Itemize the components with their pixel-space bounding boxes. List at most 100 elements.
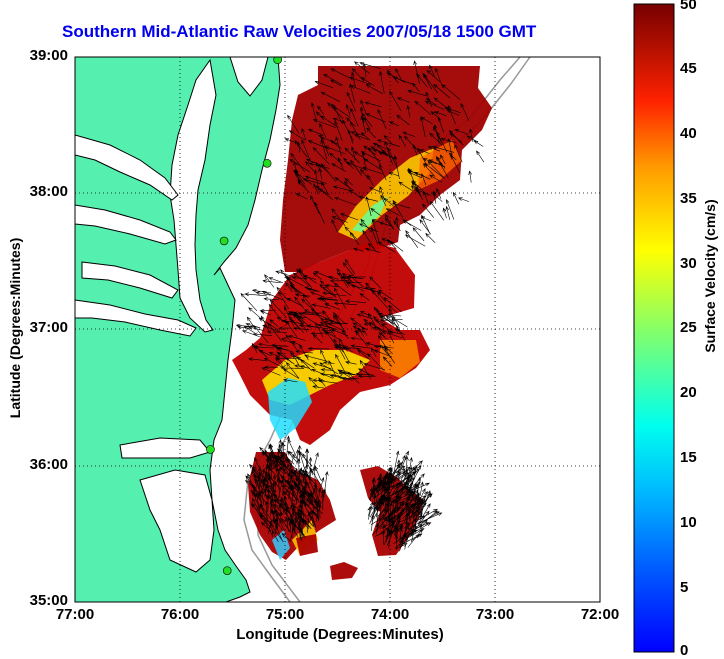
velocity-arrow	[445, 205, 451, 220]
velocity-arrow	[350, 85, 371, 94]
velocity-arrow	[406, 104, 411, 118]
velocity-arrow	[287, 450, 298, 464]
velocity-arrow	[377, 334, 388, 350]
velocity-arrow	[285, 276, 304, 287]
velocity-arrow	[292, 326, 310, 331]
velocity-arrow	[388, 330, 401, 335]
velocity-arrow	[422, 163, 436, 178]
velocity-arrow	[362, 229, 376, 251]
velocity-arrow	[275, 354, 283, 364]
velocity-arrow	[360, 218, 372, 233]
velocity-arrow	[384, 477, 393, 492]
colorbar-tick: 20	[680, 384, 697, 401]
velocity-arrow	[434, 111, 447, 117]
velocity-arrow	[409, 502, 416, 523]
velocity-arrow	[286, 472, 291, 485]
velocity-arrow	[367, 174, 374, 187]
velocity-arrow	[283, 305, 295, 327]
velocity-arrow	[383, 297, 402, 313]
velocity-arrow	[422, 203, 435, 218]
velocity-arrow	[323, 471, 329, 496]
velocity-arrow	[399, 527, 403, 539]
chart-title: Southern Mid-Atlantic Raw Velocities 200…	[62, 22, 537, 41]
velocity-arrow	[320, 317, 336, 337]
velocity-arrow	[330, 139, 342, 149]
velocity-arrow	[414, 473, 425, 485]
velocity-arrow	[259, 308, 276, 313]
velocity-arrow	[266, 493, 270, 509]
velocity-arrow	[473, 140, 484, 147]
velocity-arrow	[271, 530, 279, 543]
velocity-arrow	[363, 318, 376, 331]
velocity-arrow	[414, 100, 432, 116]
pamlico-sound	[139, 469, 215, 573]
velocity-arrow	[436, 131, 448, 153]
velocity-arrow	[379, 516, 387, 530]
velocity-arrow	[368, 147, 382, 166]
velocity-arrow	[318, 377, 326, 387]
velocity-arrow	[393, 450, 400, 474]
velocity-arrow	[312, 378, 325, 383]
velocity-arrow	[405, 230, 419, 248]
velocity-arrow	[313, 506, 324, 515]
velocity-arrow	[292, 313, 304, 325]
velocity-arrow	[379, 482, 401, 492]
velocity-arrow	[420, 216, 432, 222]
velocity-arrow	[390, 502, 405, 516]
velocity-arrow	[295, 193, 308, 200]
velocity-arrow	[379, 473, 393, 481]
velocity-arrow	[388, 515, 394, 537]
velocity-arrow	[260, 522, 272, 532]
velocity-arrow	[408, 167, 418, 190]
velocity-arrow	[288, 130, 306, 141]
velocity-arrow	[395, 543, 408, 549]
velocity-arrow	[297, 141, 301, 153]
velocity-arrow	[374, 531, 386, 537]
velocity-arrow	[331, 163, 347, 172]
velocity-arrow	[317, 105, 325, 116]
velocity-arrow	[279, 466, 293, 479]
velocity-arrow	[333, 301, 357, 306]
velocity-arrow	[291, 340, 303, 347]
velocity-arrow	[391, 495, 402, 503]
velocity-arrow	[432, 145, 455, 153]
velocity-arrow	[424, 162, 444, 178]
velocity-arrow	[362, 62, 367, 77]
velocity-arrow	[379, 185, 385, 200]
velocity-arrow	[370, 514, 375, 532]
colorbar-tick: 25	[680, 319, 697, 336]
velocity-arrow	[379, 344, 389, 356]
velocity-arrow	[346, 91, 357, 112]
velocity-arrow	[251, 342, 258, 354]
ytick-label: 36:00	[29, 456, 68, 473]
velocity-arrow	[240, 292, 258, 312]
velocity-arrow	[252, 485, 267, 503]
velocity-arrow	[280, 269, 289, 281]
ytick-label: 38:00	[29, 183, 68, 200]
velocity-arrow	[310, 308, 323, 321]
velocity-arrow	[359, 106, 364, 124]
velocity-arrow	[363, 158, 383, 171]
velocity-arrow	[335, 136, 342, 157]
velocity-arrow	[429, 132, 443, 146]
colorbar-tick: 10	[680, 514, 697, 531]
velocity-arrow	[288, 520, 293, 532]
velocity-arrow	[339, 213, 359, 221]
velocity-arrow	[382, 356, 393, 367]
velocity-arrow	[246, 316, 256, 330]
velocity-arrow	[342, 262, 357, 280]
velocity-arrow	[406, 466, 415, 483]
velocity-arrow	[334, 177, 354, 191]
velocity-arrow	[307, 512, 311, 533]
velocity-arrow	[261, 291, 284, 301]
velocity-arrow	[354, 61, 370, 74]
velocity-arrow	[383, 134, 395, 146]
velocity-arrow	[320, 91, 341, 102]
river-york	[81, 261, 179, 299]
velocity-arrow	[375, 522, 380, 535]
delaware-bay	[229, 57, 269, 97]
velocity-arrow	[333, 344, 347, 350]
velocity-arrow	[295, 349, 313, 354]
velocity-arrow	[294, 364, 306, 368]
velocity-arrow	[394, 540, 404, 549]
